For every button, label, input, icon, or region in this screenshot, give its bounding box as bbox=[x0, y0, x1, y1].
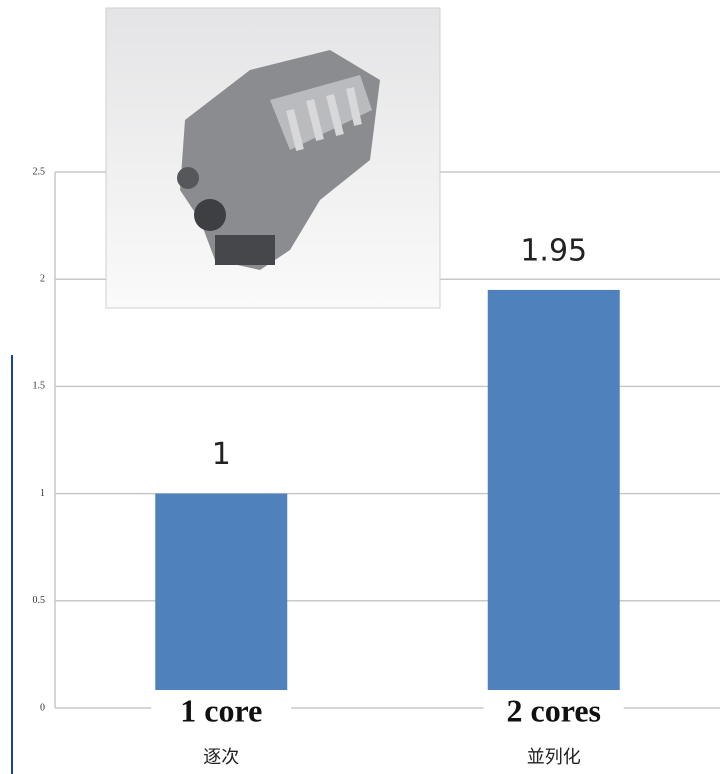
y-tick-label: 0.5 bbox=[33, 595, 46, 606]
x-sub-label: 並列化 bbox=[527, 747, 581, 768]
data-label: 1 bbox=[212, 437, 231, 472]
data-label: 1.95 bbox=[520, 233, 587, 268]
x-sub-label: 逐次 bbox=[203, 747, 239, 768]
y-tick-label: 1 bbox=[40, 488, 45, 499]
bar bbox=[488, 290, 620, 708]
page: {"chart_data": {"type": "bar", "categori… bbox=[0, 0, 720, 774]
engine-photo bbox=[106, 8, 440, 308]
chart: 0 0.5 1 1.5 2 2.5 1 1 core 逐次 1.95 2 cores 並列化 bbox=[0, 0, 720, 774]
y-tick-label: 2 bbox=[40, 273, 45, 284]
bar bbox=[155, 494, 287, 708]
x-tick-label: 1 core bbox=[180, 692, 262, 728]
y-tick-label: 2.5 bbox=[33, 166, 46, 177]
x-tick-label: 2 cores bbox=[507, 692, 601, 728]
y-tick-label: 0 bbox=[40, 702, 45, 713]
y-tick-label: 1.5 bbox=[33, 381, 46, 392]
